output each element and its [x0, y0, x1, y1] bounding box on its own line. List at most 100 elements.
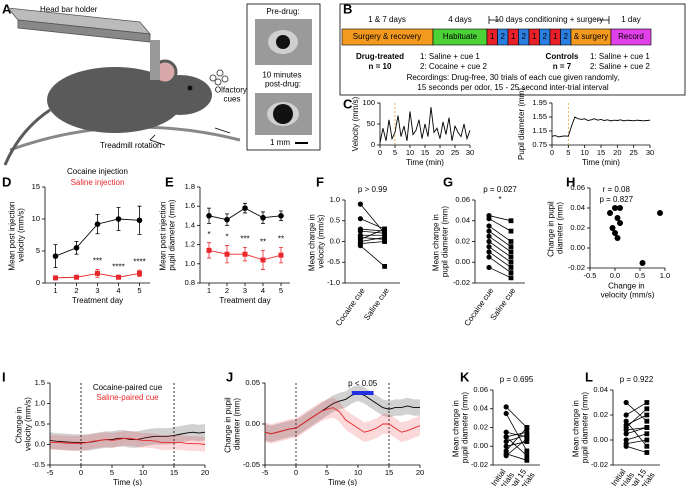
panel-label: B	[343, 1, 352, 16]
marker	[382, 239, 387, 244]
x-tick-label: 30	[646, 148, 654, 157]
y-tick-label: 1.0	[35, 398, 45, 407]
y-tick-label: 100	[362, 98, 375, 107]
line	[551, 116, 651, 138]
x-tick-label: 3	[243, 286, 247, 295]
y-tick-label: -0.02	[568, 263, 585, 272]
marker	[508, 228, 514, 234]
x-tick-label: 10	[406, 148, 414, 157]
point	[614, 235, 621, 241]
y-tick-label: 0.04	[593, 385, 608, 394]
marker	[508, 270, 514, 276]
duration: 4 days	[448, 15, 472, 24]
x-tick-label: 30	[466, 148, 474, 157]
y-tick-label: 1.8	[185, 182, 195, 191]
marker	[503, 434, 509, 440]
pair-line	[506, 431, 527, 438]
point	[617, 220, 623, 226]
pair-line	[360, 230, 385, 234]
marker	[74, 274, 79, 280]
session-label: 2	[522, 32, 527, 41]
line	[50, 437, 206, 445]
x-tick-label: 4	[116, 286, 120, 295]
marker	[524, 457, 530, 463]
pair-line	[505, 413, 528, 452]
label: Head bar holder	[40, 5, 98, 14]
marker	[115, 216, 122, 222]
pair-line	[626, 445, 647, 453]
marker	[524, 425, 530, 430]
y-tick-label: 1.2	[185, 240, 195, 249]
session-label: 2	[501, 32, 506, 41]
pair-line	[506, 441, 527, 447]
marker	[644, 418, 650, 424]
marker	[486, 249, 492, 255]
marker	[508, 239, 514, 244]
label: 10 minutes post-drug:	[262, 71, 303, 89]
x-tick-label: 15	[421, 148, 429, 157]
marker	[486, 244, 492, 250]
y-tick-label: 0.06	[570, 183, 585, 192]
x-tick-label: 2	[225, 286, 229, 295]
marker	[52, 253, 59, 259]
x-tick-label: -5	[47, 468, 54, 477]
pair-line	[505, 438, 528, 456]
y-tick-label: 0.02	[473, 422, 488, 431]
note: Recordings: Drug-free, 30 trials of each…	[407, 73, 620, 82]
duration: 10 days conditioning + surgery	[495, 15, 604, 24]
y-tick-label: 5	[36, 246, 40, 255]
x-tick-label: 5	[137, 286, 141, 295]
y-tick-label: 1.4	[185, 220, 195, 229]
legend-entry: Cocaine injection	[67, 167, 128, 176]
stage-label: Surgery & recovery	[353, 32, 421, 41]
marker	[486, 238, 492, 245]
point	[617, 205, 623, 211]
y-tick-label: -0.02	[471, 460, 488, 469]
marker	[95, 270, 100, 276]
panel-label: A	[2, 1, 12, 16]
y-tick-label: 1.0	[330, 195, 340, 204]
label: Treadmill rotation	[100, 141, 162, 150]
marker	[623, 431, 629, 437]
group-cue: 2: Saline + cue 2	[590, 62, 650, 71]
marker	[524, 436, 530, 442]
y-tick-label: 0.8	[185, 278, 195, 287]
y-tick-label: 1.95	[532, 98, 547, 107]
marker	[503, 443, 509, 449]
panel-label: F	[316, 174, 324, 189]
x-axis-label: Treatment day	[219, 296, 270, 305]
pair-line	[626, 427, 647, 431]
x-tick-label: 0	[550, 148, 554, 157]
marker	[508, 254, 514, 260]
session-label: 1	[532, 32, 537, 41]
x-tick-label: 2	[74, 286, 78, 295]
marker	[644, 437, 650, 443]
marker	[260, 257, 266, 263]
marker	[623, 443, 629, 449]
pair-line	[625, 414, 648, 426]
marker	[644, 400, 650, 405]
line	[379, 107, 471, 143]
pair-line	[488, 218, 512, 232]
marker	[644, 443, 650, 449]
marker	[357, 216, 363, 222]
y-axis-label: Mean post injection velocity (mm/s)	[8, 199, 26, 270]
pair-line	[625, 420, 648, 447]
y-tick-label: 0.02	[593, 410, 608, 419]
marker	[508, 265, 514, 270]
x-tick-label: 0	[294, 468, 298, 477]
panel-label: H	[566, 174, 575, 189]
panel-label: C	[343, 96, 353, 111]
significance-stars: *	[207, 230, 210, 239]
protocol-frame	[339, 3, 686, 96]
pair-line	[360, 236, 385, 242]
marker	[503, 429, 509, 435]
significance-stars: ****	[133, 257, 145, 266]
annotation: p = 0.695	[500, 375, 534, 384]
marker	[508, 244, 514, 250]
pair-line	[488, 251, 512, 268]
y-tick-label: 0.04	[455, 216, 470, 225]
significance-stars: ***	[93, 257, 102, 266]
marker	[644, 450, 650, 455]
